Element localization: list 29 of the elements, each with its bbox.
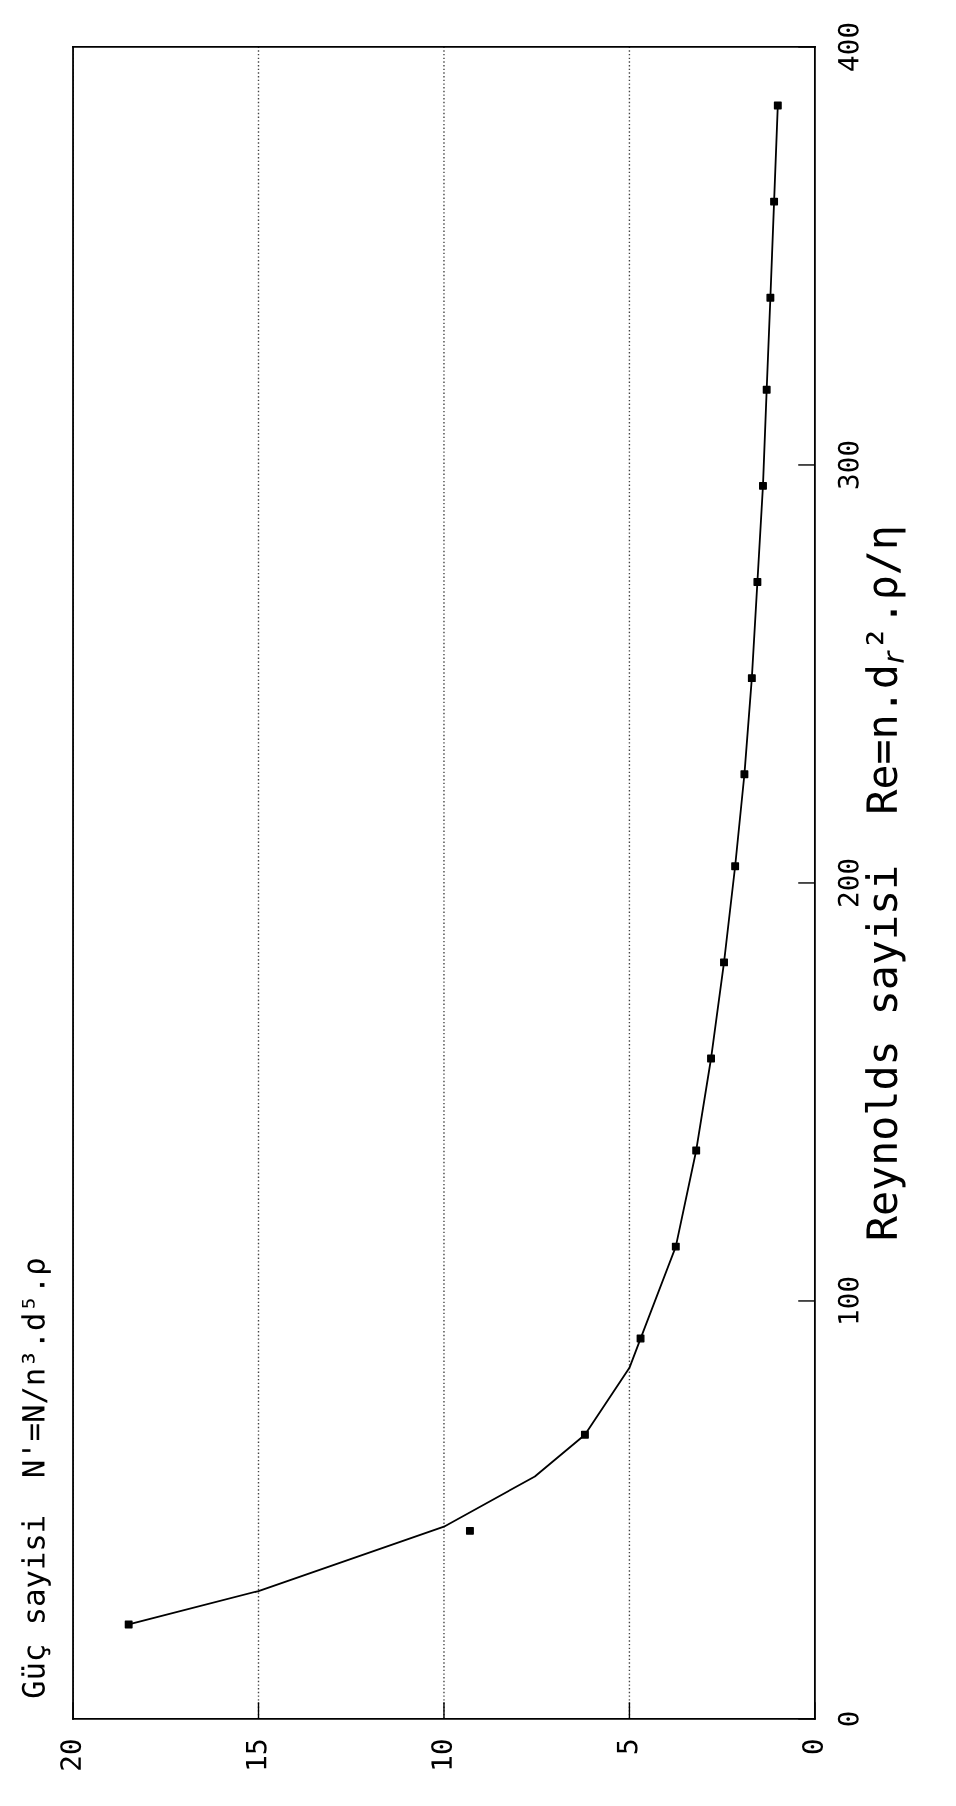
point [773,101,782,110]
point [747,674,756,683]
x-tick-label: 0 [802,1740,824,1754]
point [671,1242,680,1251]
y-tick-label: 100 [837,1277,859,1323]
point [759,481,767,490]
x-tick-label: 10 [431,1740,453,1769]
point [636,1334,645,1343]
x-tick-label: 5 [616,1740,638,1754]
point [766,293,775,302]
y-tick-label: 0 [837,1712,859,1726]
point [762,385,771,394]
point [707,1054,715,1063]
x-tick-label: 20 [60,1740,82,1770]
point [720,958,728,967]
point [740,770,749,779]
point [770,197,779,206]
y-tick-label: 200 [837,859,859,906]
point [124,1620,133,1629]
y-tick-label: 400 [837,23,859,71]
point [692,1146,701,1155]
y-tick-label: 300 [837,441,859,489]
point [465,1526,474,1535]
point [580,1430,589,1439]
y-axis-title: Reynolds sayisi Re=n.d$_{r}$².ρ/η [864,528,906,1239]
text: Güç sayisi N'=N/n³.d⁵.ρ [21,1259,51,1698]
point [753,578,762,586]
x-tick-label: 15 [245,1740,267,1769]
point [731,862,740,871]
